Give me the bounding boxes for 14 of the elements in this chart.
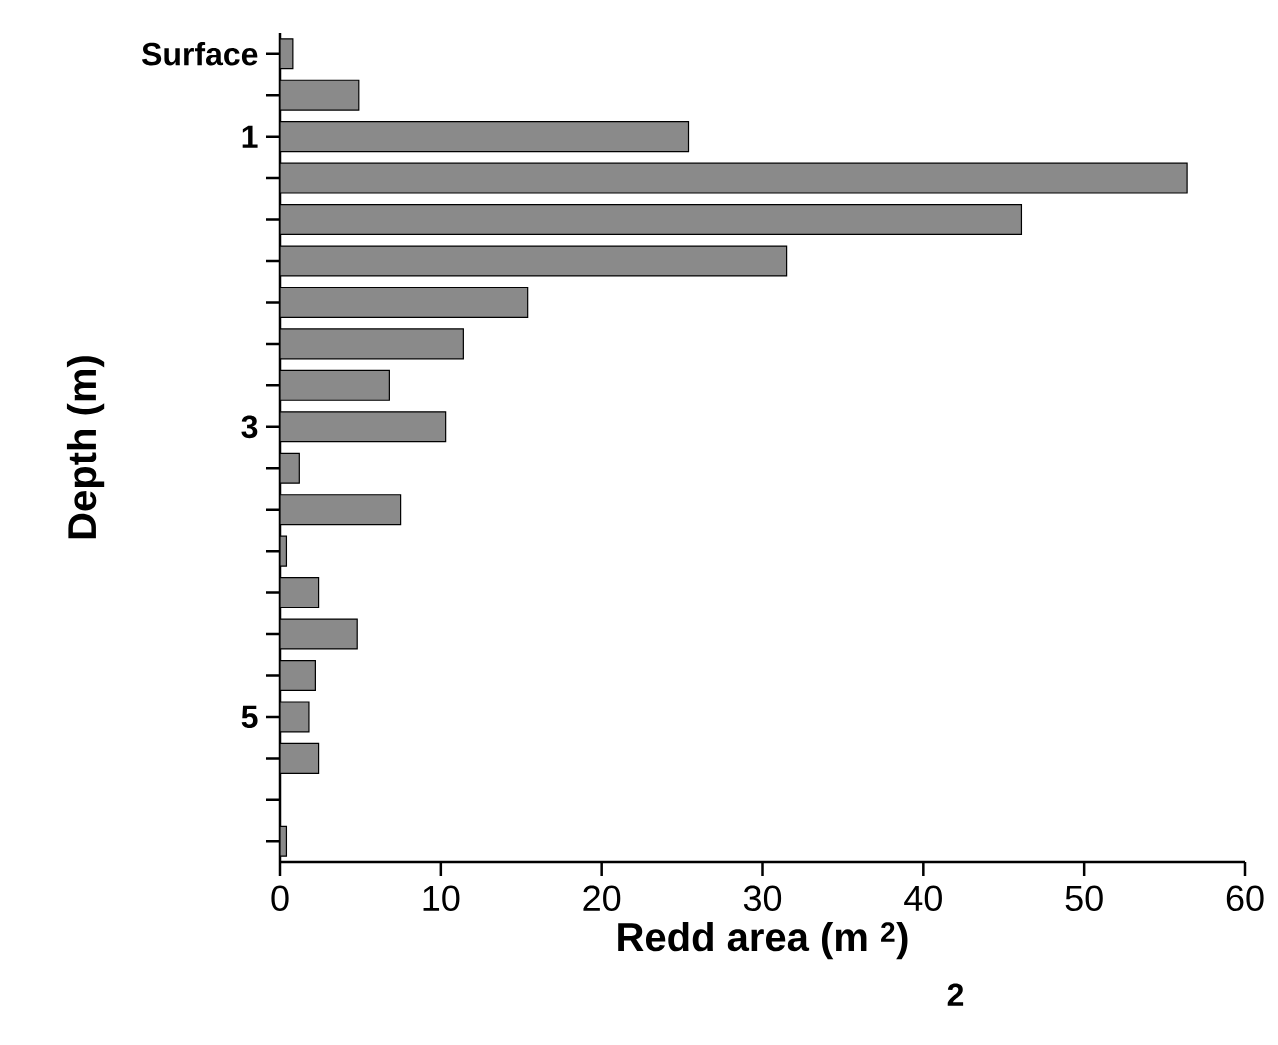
y-tick-label: 3 — [241, 415, 258, 439]
x-tick-label: 50 — [1065, 885, 1103, 912]
x-tick-label: 60 — [1226, 885, 1264, 912]
x-tick-label: 30 — [743, 885, 782, 912]
y-tick-label: Surface — [142, 41, 258, 66]
y-tick-label: 5 — [241, 705, 258, 729]
x-tick-label: 10 — [423, 885, 460, 912]
text: 2 — [947, 983, 964, 1006]
x-tick-label: 20 — [583, 885, 621, 912]
y-tick-label: 1 — [242, 125, 258, 148]
x-tick-label: 0 — [271, 885, 289, 912]
y-axis-title: Depth (m) — [66, 356, 105, 539]
x-axis-title: Redd area (m $^{2}$) — [618, 921, 908, 960]
x-tick-label: 40 — [904, 885, 942, 912]
